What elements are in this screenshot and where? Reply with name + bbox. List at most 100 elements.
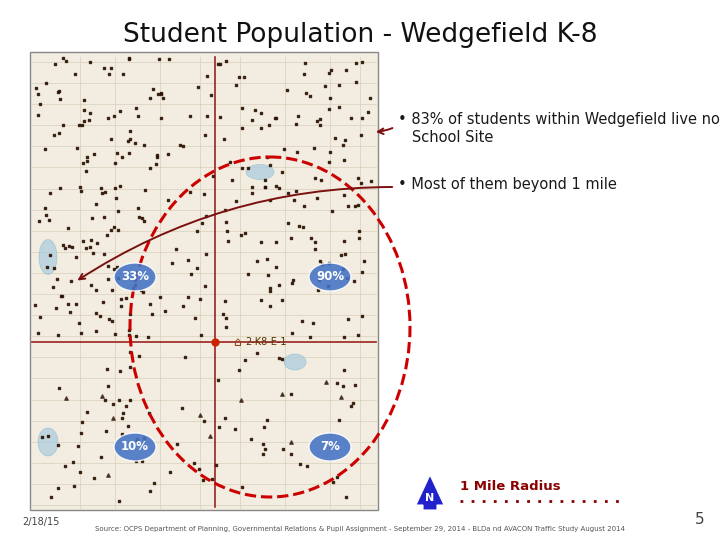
Point bbox=[99, 188, 111, 197]
Point bbox=[77, 237, 89, 245]
Point bbox=[289, 195, 300, 204]
Point bbox=[125, 135, 136, 144]
Point bbox=[60, 394, 72, 403]
Point bbox=[102, 470, 114, 479]
Point bbox=[315, 256, 326, 265]
Point bbox=[192, 264, 203, 273]
Point bbox=[120, 293, 132, 302]
Point bbox=[96, 188, 108, 197]
Point bbox=[282, 86, 293, 94]
Point bbox=[176, 404, 187, 413]
Text: 5: 5 bbox=[696, 512, 705, 527]
Point bbox=[108, 265, 120, 274]
Point bbox=[60, 461, 71, 470]
Point bbox=[319, 82, 330, 91]
Point bbox=[261, 254, 273, 263]
Point bbox=[124, 348, 135, 356]
Point bbox=[310, 245, 321, 254]
Point bbox=[101, 364, 112, 373]
Point bbox=[348, 276, 360, 285]
Point bbox=[57, 120, 68, 129]
Text: ⌂: ⌂ bbox=[233, 335, 241, 348]
Point bbox=[57, 241, 68, 249]
Point bbox=[350, 201, 361, 210]
Point bbox=[276, 354, 287, 363]
Point bbox=[199, 131, 211, 139]
Point bbox=[73, 319, 84, 327]
Point bbox=[320, 378, 331, 387]
Point bbox=[135, 285, 146, 294]
Point bbox=[199, 281, 210, 290]
Point bbox=[163, 55, 174, 63]
Point bbox=[103, 70, 114, 78]
Point bbox=[333, 81, 345, 90]
Point bbox=[242, 269, 253, 278]
Point bbox=[317, 259, 328, 268]
Text: 2-K8-E-1: 2-K8-E-1 bbox=[245, 337, 287, 347]
Point bbox=[70, 70, 81, 78]
Point bbox=[84, 109, 95, 118]
Point bbox=[346, 114, 357, 123]
Point bbox=[108, 222, 120, 231]
Text: 90%: 90% bbox=[316, 271, 344, 284]
Point bbox=[239, 355, 251, 364]
Point bbox=[262, 271, 274, 280]
Point bbox=[261, 153, 273, 161]
Point bbox=[338, 366, 350, 374]
Point bbox=[63, 242, 74, 251]
Point bbox=[107, 414, 119, 423]
Point bbox=[260, 183, 271, 191]
Ellipse shape bbox=[309, 433, 351, 461]
Point bbox=[230, 196, 242, 205]
Point bbox=[297, 316, 308, 325]
Point bbox=[251, 256, 263, 265]
Point bbox=[258, 423, 269, 431]
Point bbox=[356, 312, 368, 321]
Point bbox=[335, 251, 346, 259]
Point bbox=[47, 283, 58, 292]
Point bbox=[229, 424, 240, 433]
Point bbox=[52, 484, 63, 492]
Point bbox=[312, 286, 324, 294]
Point bbox=[270, 182, 282, 191]
Ellipse shape bbox=[39, 240, 57, 274]
Point bbox=[81, 167, 92, 176]
Point bbox=[106, 286, 117, 294]
Point bbox=[112, 262, 123, 271]
Point bbox=[290, 119, 302, 128]
Point bbox=[189, 458, 200, 467]
Point bbox=[95, 184, 107, 192]
Point bbox=[333, 416, 345, 424]
Point bbox=[153, 54, 165, 63]
Point bbox=[309, 238, 320, 247]
Point bbox=[36, 433, 48, 442]
Point bbox=[78, 105, 90, 114]
Text: • 83% of students within Wedgefield live north of: • 83% of students within Wedgefield live… bbox=[398, 112, 720, 127]
Point bbox=[238, 73, 250, 82]
Point bbox=[358, 256, 369, 265]
Point bbox=[144, 408, 156, 417]
Point bbox=[98, 212, 109, 221]
Point bbox=[86, 214, 98, 222]
Point bbox=[212, 376, 223, 384]
Point bbox=[301, 462, 312, 470]
Point bbox=[233, 72, 245, 81]
Point bbox=[220, 218, 231, 226]
Point bbox=[53, 87, 65, 96]
Ellipse shape bbox=[38, 428, 58, 456]
Point bbox=[214, 59, 225, 68]
Point bbox=[220, 314, 232, 323]
Point bbox=[122, 137, 134, 145]
Point bbox=[56, 292, 68, 301]
Point bbox=[337, 382, 348, 390]
Point bbox=[138, 217, 150, 225]
Point bbox=[60, 57, 72, 65]
Point bbox=[81, 407, 93, 416]
Point bbox=[346, 402, 357, 410]
Point bbox=[53, 129, 65, 137]
Point bbox=[235, 396, 246, 404]
Point bbox=[40, 144, 51, 153]
Point bbox=[356, 179, 367, 188]
Point bbox=[108, 400, 120, 408]
Point bbox=[285, 450, 297, 458]
